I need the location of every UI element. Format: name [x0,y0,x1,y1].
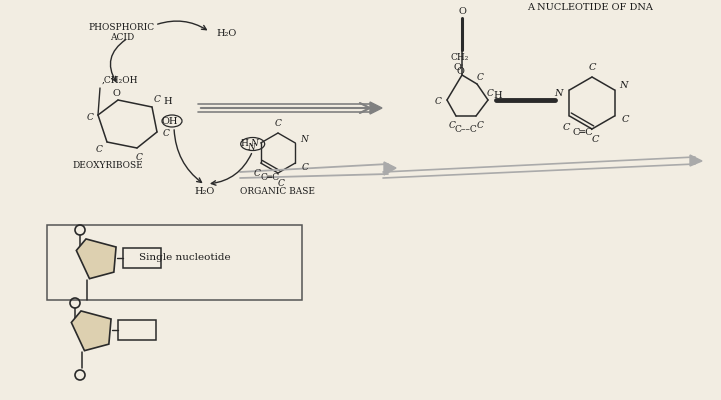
Bar [123,248,161,268]
Text: C: C [448,120,456,130]
FancyArrowPatch shape [158,21,206,30]
Text: H: H [241,140,249,148]
Text: H₂O: H₂O [195,188,215,196]
Polygon shape [690,155,702,166]
Text: C: C [487,88,493,98]
Text: C═C: C═C [572,128,593,137]
Text: ,CH₂OH: ,CH₂OH [102,76,138,84]
Text: ORGANIC BASE: ORGANIC BASE [241,188,316,196]
Text: N: N [554,90,562,98]
Text: C––C: C––C [455,126,477,134]
Text: O: O [458,6,466,16]
Polygon shape [370,102,382,114]
Text: C: C [477,120,484,130]
Text: C═C: C═C [261,174,280,182]
Text: N: N [249,140,257,148]
Text: C: C [162,130,169,138]
FancyArrowPatch shape [174,130,201,182]
Text: DEOXYRIBOSE: DEOXYRIBOSE [73,162,143,170]
Text: H₂O: H₂O [217,28,237,38]
Text: C: C [622,116,629,124]
Text: C: C [278,180,285,188]
Text: C: C [136,152,143,162]
Text: C: C [87,112,94,122]
Polygon shape [384,162,396,175]
Text: C: C [591,136,598,144]
Text: OH: OH [162,116,178,126]
Text: H: H [494,90,503,100]
Bar [118,320,156,340]
Bar [47,225,302,300]
FancyArrowPatch shape [110,40,125,81]
Text: A NUCLEOTIDE OF DNA: A NUCLEOTIDE OF DNA [527,4,653,12]
Text: CH₂: CH₂ [451,54,469,62]
Text: C: C [588,64,596,72]
Text: C: C [562,122,570,132]
Text: N: N [247,142,255,152]
Text: N: N [301,134,309,144]
Text: C: C [275,120,281,128]
Text: N: N [619,82,628,90]
Text: O: O [112,88,120,98]
Text: O: O [456,68,464,76]
Text: C: C [477,72,484,82]
Text: C: C [96,144,102,154]
Polygon shape [71,311,111,351]
Text: C: C [435,98,441,106]
FancyArrowPatch shape [211,154,252,185]
Text: PHOSPHORIC
ACID: PHOSPHORIC ACID [89,23,155,42]
Text: Single nucleotide: Single nucleotide [139,252,231,262]
Text: C: C [253,170,260,178]
Text: O: O [453,64,461,72]
Text: C: C [302,164,309,172]
Text: C: C [154,94,161,104]
Polygon shape [76,239,116,279]
Text: H: H [164,98,172,106]
